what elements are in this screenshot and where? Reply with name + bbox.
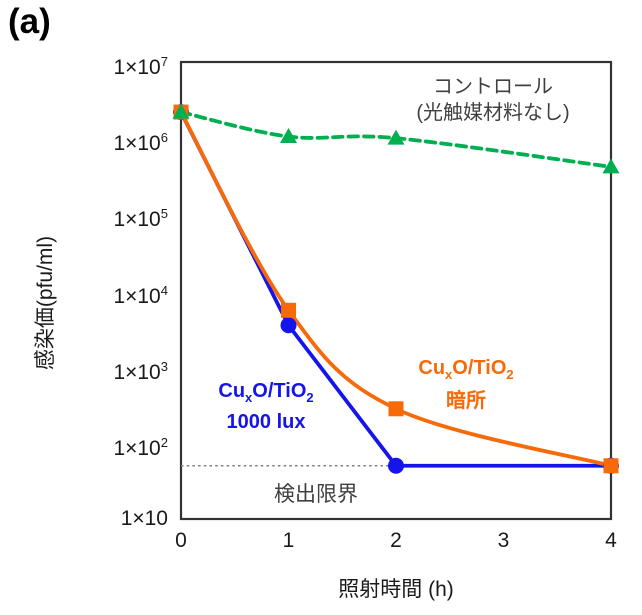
x-tick-label: 1 (282, 529, 295, 552)
y-tick-label: 1×106 (113, 130, 168, 156)
x-tick-label: 4 (605, 529, 617, 552)
triangle-marker (172, 103, 190, 119)
circle-marker (388, 457, 404, 474)
series-line-2 (179, 110, 613, 468)
control-series-label-line1: コントロール (432, 76, 553, 98)
x-tick-label: 2 (390, 529, 402, 552)
series-label-condition: 暗所 (445, 390, 486, 412)
square-marker (388, 401, 404, 417)
square-marker (281, 302, 296, 318)
triangle-marker (280, 128, 297, 144)
y-tick-label: 1×105 (113, 206, 168, 232)
series-label-cuxo-tio2-1000lux: CuxO/TiO2 1000 lux (218, 379, 313, 434)
y-axis-title: 感染価(pfu/ml) (34, 235, 57, 371)
x-tick-label: 0 (175, 529, 187, 552)
square-marker (603, 458, 619, 474)
panel-label: (a) (8, 2, 51, 41)
control-series-label: コントロール (光触媒材料なし) (416, 74, 569, 126)
x-axis-title: 照射時間 (h) (338, 578, 454, 601)
plot-border (179, 60, 613, 521)
circle-marker (280, 317, 297, 334)
triangle-marker (387, 129, 405, 145)
triangle-marker (602, 158, 620, 174)
y-tick-label: 1×104 (113, 282, 168, 308)
series-label-cuxo-tio2-dark: CuxO/TiO2 暗所 (418, 355, 513, 415)
detection-limit-label: 検出限界 (274, 483, 358, 506)
series-label-formula: CuxO/TiO2 (218, 380, 314, 405)
y-tick-label: 1×107 (113, 54, 168, 79)
series-label-condition: 1000 lux (226, 411, 306, 433)
y-tick-label: 1×103 (113, 358, 168, 384)
x-tick-label: 3 (497, 529, 510, 552)
series-label-formula: CuxO/TiO2 (418, 357, 514, 382)
y-tick-label: 1×10 (120, 507, 168, 530)
control-series-label-line2: (光触媒材料なし) (416, 102, 570, 124)
series-line-0 (179, 110, 613, 169)
y-tick-label: 1×102 (113, 434, 168, 460)
